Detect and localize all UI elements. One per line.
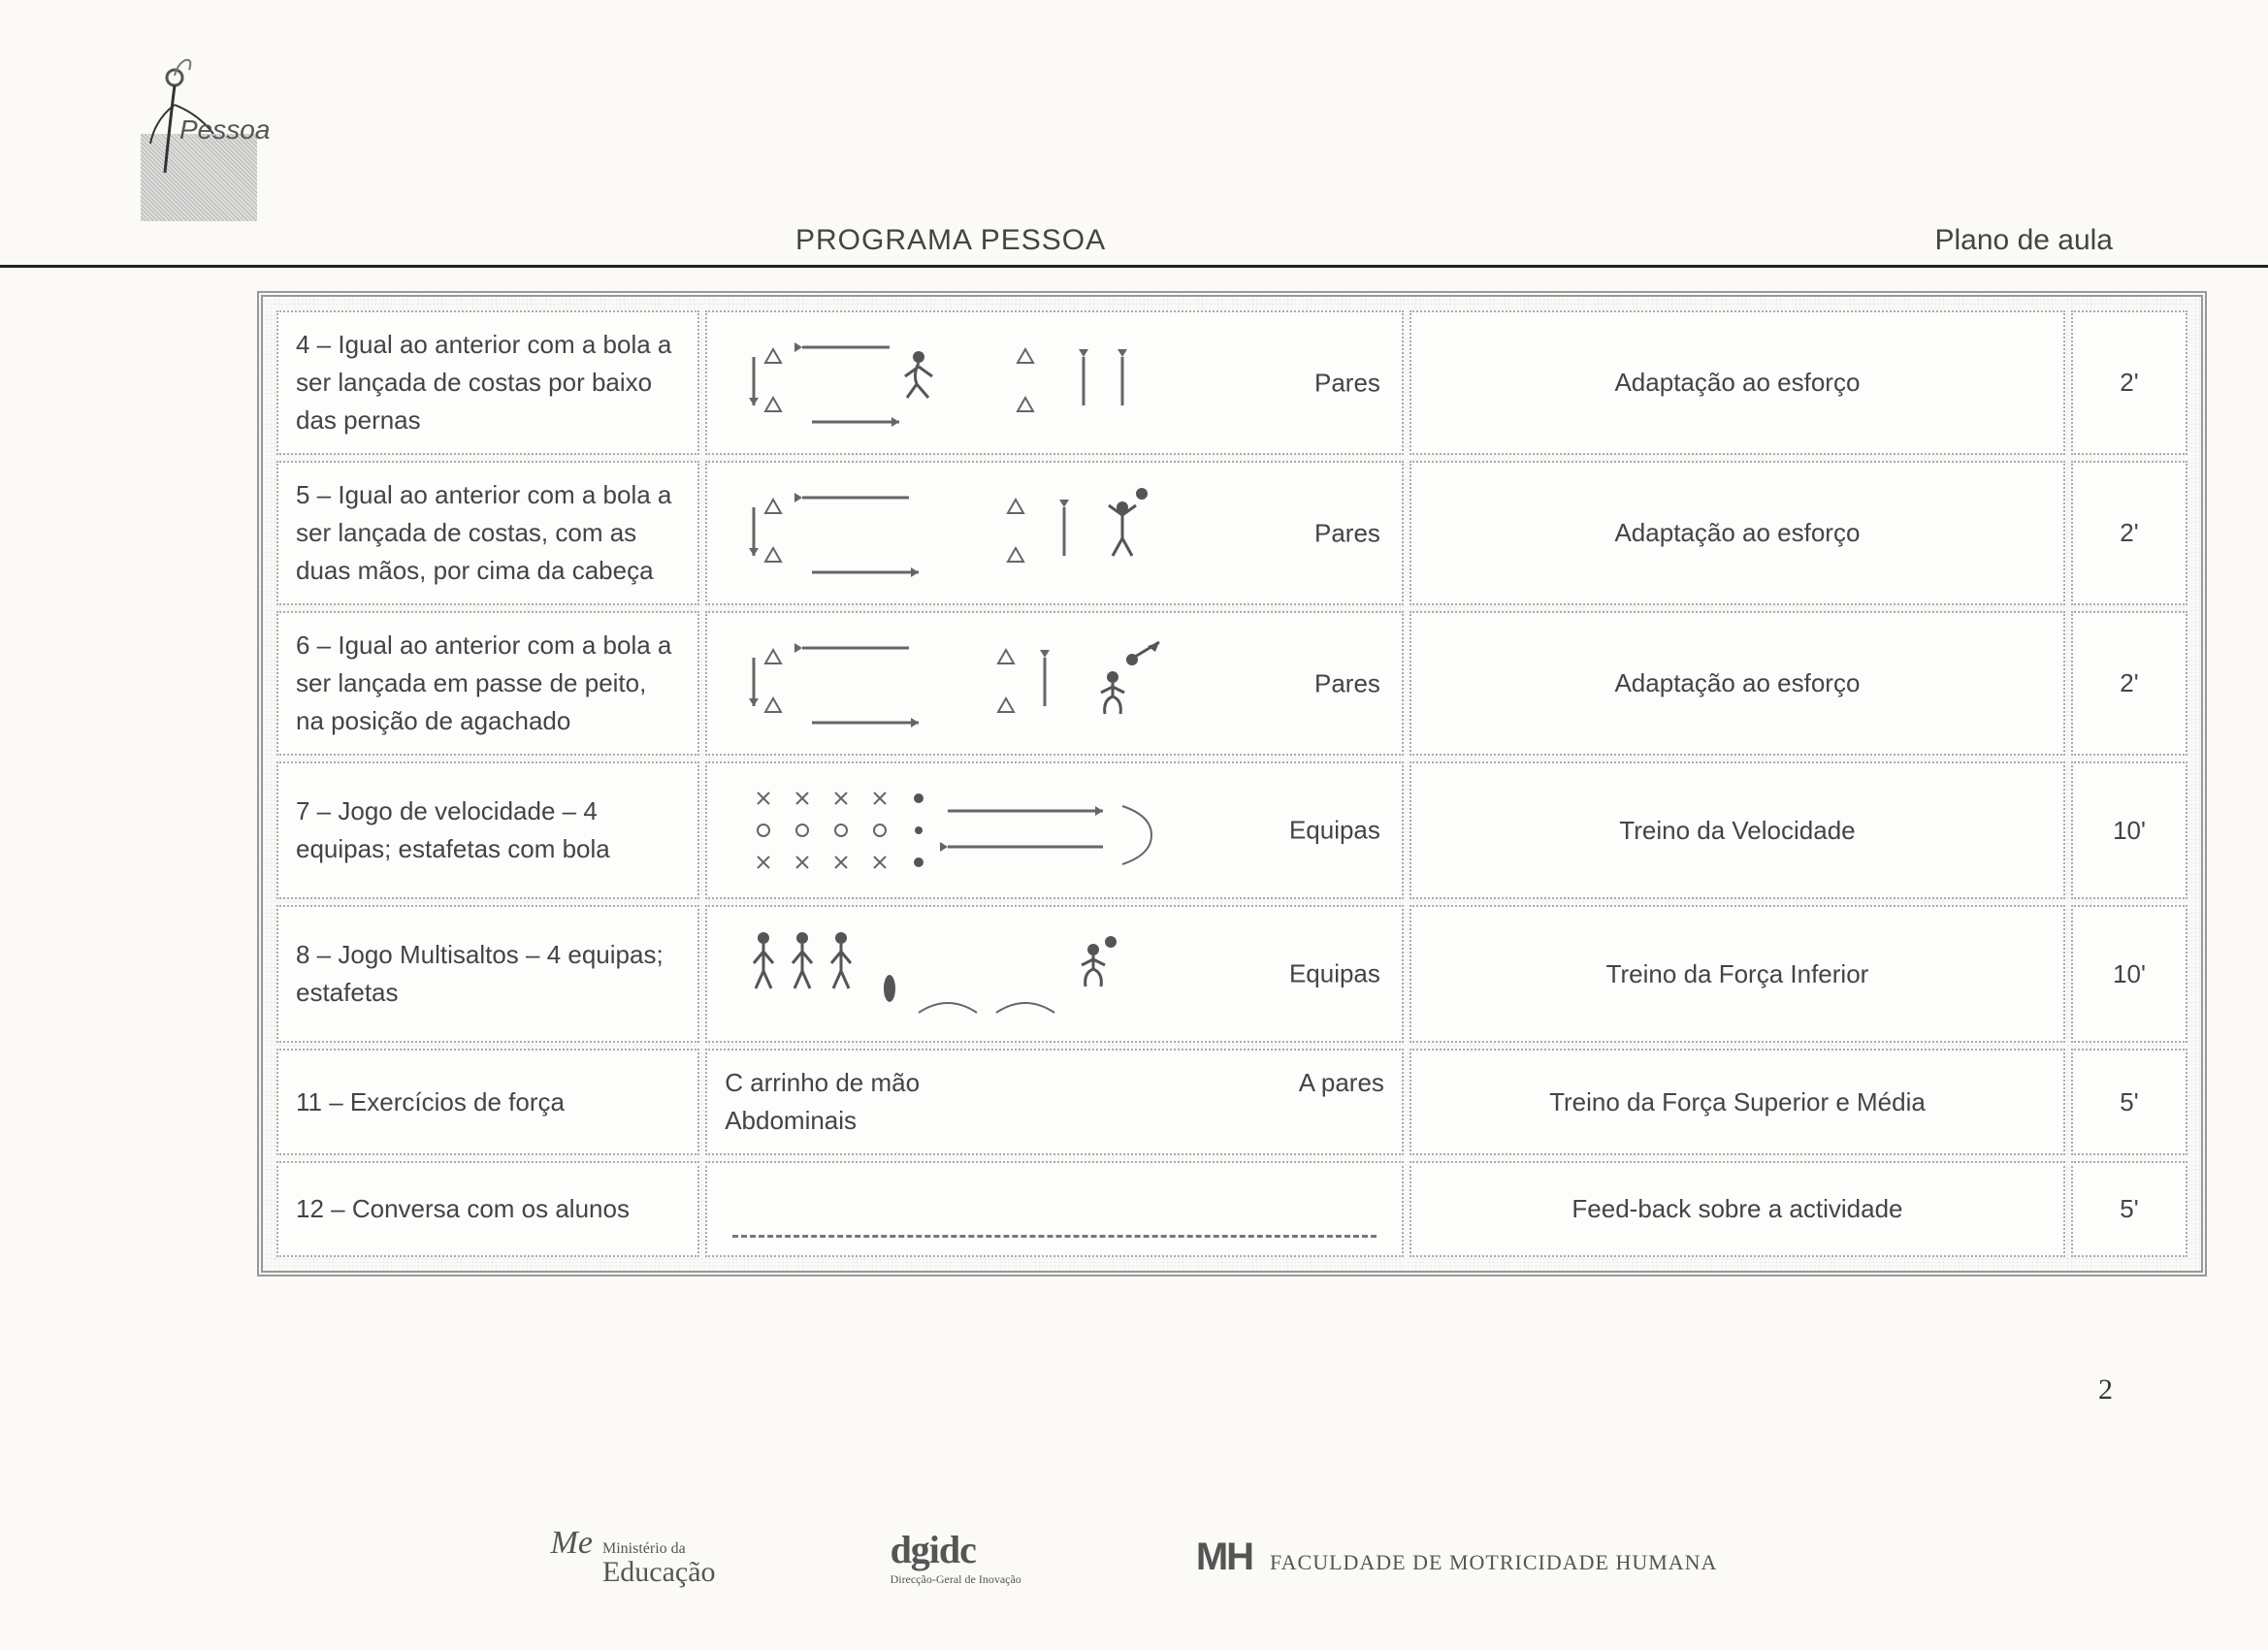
activity-diagram: Pares xyxy=(705,461,1404,605)
activity-diagram: Pares xyxy=(705,611,1404,756)
table-row: 5 – Igual ao anterior com a bola a ser l… xyxy=(276,461,2187,605)
activity-description: 12 – Conversa com os alunos xyxy=(276,1161,699,1257)
activity-time: 2' xyxy=(2071,310,2187,455)
group-label: Pares xyxy=(1314,364,1380,402)
group-label: Pares xyxy=(1314,664,1380,702)
brand-edu-big: Educação xyxy=(602,1556,716,1588)
page-root: Pessoa PROGRAMA PESSOA Plano de aula 4 –… xyxy=(0,0,2268,1649)
sketch-icon xyxy=(725,330,1229,436)
table-row: 12 – Conversa com os alunos Feed-back sob… xyxy=(276,1161,2187,1257)
activity-diagram: C arrinho de mão A paresAbdominais xyxy=(705,1049,1404,1155)
page-title: PROGRAMA PESSOA xyxy=(795,224,1106,257)
diagram-area: Pares xyxy=(725,630,1384,737)
logo-caption: Pessoa xyxy=(179,114,270,146)
diagram-area: Pares xyxy=(725,330,1384,436)
activity-diagram: Equipas xyxy=(705,905,1404,1043)
brand-me-text: Me xyxy=(551,1525,593,1562)
detail-b: Abdominais xyxy=(725,1102,1384,1140)
dash-line xyxy=(732,1186,1377,1238)
sketch-icon xyxy=(725,921,1229,1027)
footer-brand-ministerio: Me Ministério da Educação xyxy=(551,1525,716,1589)
sketch-icon xyxy=(725,777,1229,884)
brand-edu-text: Ministério da Educação xyxy=(602,1543,716,1589)
activity-diagram: Pares xyxy=(705,310,1404,455)
activity-objective: Adaptação ao esforço xyxy=(1409,461,2065,605)
activity-time: 2' xyxy=(2071,461,2187,605)
page-subtitle: Plano de aula xyxy=(1935,224,2114,257)
group-label: Equipas xyxy=(1289,955,1380,993)
detail-a: C arrinho de mão xyxy=(725,1068,920,1097)
diagram-area: Pares xyxy=(725,480,1384,587)
activity-description: 7 – Jogo de velocidade – 4 equipas; esta… xyxy=(276,761,699,899)
group-label: Pares xyxy=(1314,514,1380,552)
activity-objective: Adaptação ao esforço xyxy=(1409,611,2065,756)
page-number: 2 xyxy=(2098,1374,2113,1406)
activity-time: 10' xyxy=(2071,761,2187,899)
diagram-area: Equipas xyxy=(725,921,1384,1027)
lesson-plan-table-wrap: 4 – Igual ao anterior com a bola a ser l… xyxy=(257,291,2207,1277)
activity-objective: Treino da Velocidade xyxy=(1409,761,2065,899)
activity-time: 10' xyxy=(2071,905,2187,1043)
logo: Pessoa xyxy=(121,47,315,202)
activity-time: 5' xyxy=(2071,1161,2187,1257)
lesson-plan-table: 4 – Igual ao anterior com a bola a ser l… xyxy=(271,305,2193,1263)
activity-diagram xyxy=(705,1161,1404,1257)
brand-dg-sub: Direcção-Geral de Inovação xyxy=(891,1572,1021,1587)
table-row: 8 – Jogo Multisaltos – 4 equipas; estafe… xyxy=(276,905,2187,1043)
footer-brand-mh: MH FACULDADE DE MOTRICIDADE HUMANA xyxy=(1196,1536,1718,1579)
sketch-icon xyxy=(725,630,1229,737)
detail-line: C arrinho de mão A pares xyxy=(725,1064,1384,1102)
table-row: 11 – Exercícios de forçaC arrinho de mão… xyxy=(276,1049,2187,1155)
brand-dg-text: dgidc xyxy=(891,1528,976,1571)
activity-diagram: Equipas xyxy=(705,761,1404,899)
activity-objective: Adaptação ao esforço xyxy=(1409,310,2065,455)
activity-objective: Treino da Força Superior e Média xyxy=(1409,1049,2065,1155)
brand-mh-big: MH xyxy=(1196,1536,1252,1579)
brand-edu-small: Ministério da xyxy=(602,1543,716,1556)
activity-time: 5' xyxy=(2071,1049,2187,1155)
table-row: 4 – Igual ao anterior com a bola a ser l… xyxy=(276,310,2187,455)
diagram-area: Equipas xyxy=(725,777,1384,884)
activity-time: 2' xyxy=(2071,611,2187,756)
activity-objective: Treino da Força Inferior xyxy=(1409,905,2065,1043)
footer-brand-dgidc: dgidc Direcção-Geral de Inovação xyxy=(891,1527,1021,1587)
activity-description: 5 – Igual ao anterior com a bola a ser l… xyxy=(276,461,699,605)
sketch-icon xyxy=(725,480,1229,587)
header-rule: PROGRAMA PESSOA Plano de aula xyxy=(0,216,2268,268)
activity-description: 4 – Igual ao anterior com a bola a ser l… xyxy=(276,310,699,455)
brand-mh-small: FACULDADE DE MOTRICIDADE HUMANA xyxy=(1270,1550,1717,1575)
table-row: 6 – Igual ao anterior com a bola a ser l… xyxy=(276,611,2187,756)
group-label: Equipas xyxy=(1289,812,1380,850)
footer-logos: Me Ministério da Educação dgidc Direcção… xyxy=(0,1518,2268,1596)
activity-description: 8 – Jogo Multisaltos – 4 equipas; estafe… xyxy=(276,905,699,1043)
group-label: A pares xyxy=(1299,1064,1384,1102)
table-row: 7 – Jogo de velocidade – 4 equipas; esta… xyxy=(276,761,2187,899)
activity-description: 6 – Igual ao anterior com a bola a ser l… xyxy=(276,611,699,756)
activity-objective: Feed-back sobre a actividade xyxy=(1409,1161,2065,1257)
activity-description: 11 – Exercícios de força xyxy=(276,1049,699,1155)
